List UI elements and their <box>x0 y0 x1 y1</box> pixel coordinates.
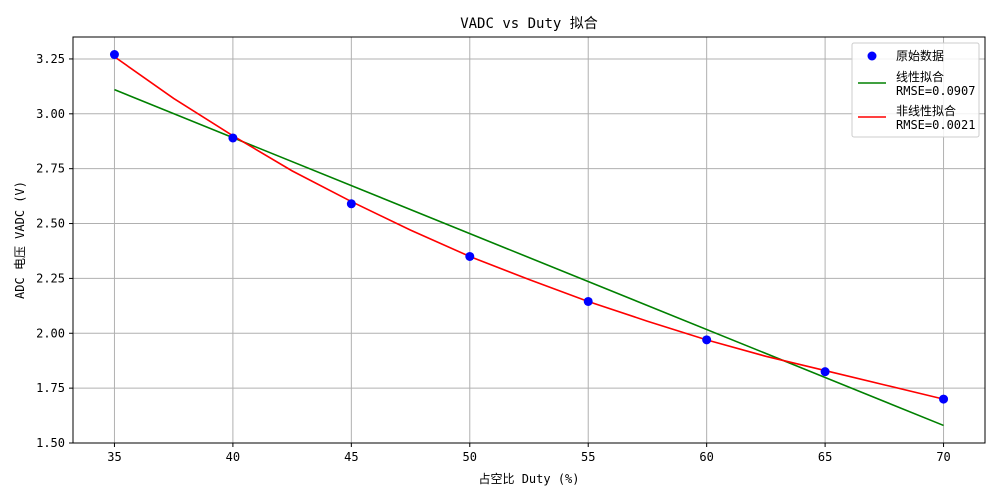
legend-box <box>851 42 980 138</box>
grid <box>73 37 985 444</box>
data-point <box>465 251 475 261</box>
series-layer <box>109 50 949 427</box>
y-tick-label: 2.50 <box>36 217 65 231</box>
y-tick-label: 3.25 <box>36 52 65 66</box>
x-tick-label: 60 <box>699 450 713 464</box>
x-tick-label: 55 <box>581 450 595 464</box>
ticks: 35 40 45 50 55 60 65 70 1.50 1.75 2.00 2.25 2.50 2.75… <box>36 52 951 464</box>
y-axis-label: ADC 电压 VADC (V) <box>13 181 27 299</box>
x-tick-label: 40 <box>226 450 240 464</box>
data-point <box>228 133 238 143</box>
legend-label: 线性拟合 <box>896 69 944 84</box>
legend-label-rmse: RMSE=0.0907 <box>896 84 975 98</box>
legend-label-rmse: RMSE=0.0021 <box>896 118 975 132</box>
series-line <box>113 56 944 400</box>
chart-title: VADC vs Duty 拟合 <box>460 16 598 32</box>
y-tick-label: 2.00 <box>36 326 65 340</box>
y-tick-label: 3.00 <box>36 107 65 121</box>
x-tick-label: 65 <box>818 450 832 464</box>
data-point <box>702 335 712 345</box>
plot-frame <box>72 36 986 444</box>
x-tick-label: 70 <box>936 450 950 464</box>
x-tick-label: 35 <box>107 450 121 464</box>
data-point <box>820 367 830 377</box>
data-point <box>583 296 593 306</box>
x-tick-label: 45 <box>344 450 358 464</box>
y-tick-label: 2.75 <box>36 162 65 176</box>
legend-label: 原始数据 <box>896 48 944 63</box>
series-line <box>114 88 944 427</box>
legend-item: 原始数据 <box>867 48 944 63</box>
y-tick-label: 2.25 <box>36 271 65 285</box>
y-tick-label: 1.50 <box>36 436 65 450</box>
x-tick-label: 50 <box>463 450 477 464</box>
data-point <box>346 199 356 209</box>
legend-label: 非线性拟合 <box>896 103 956 118</box>
y-tick-label: 1.75 <box>36 381 65 395</box>
data-point <box>109 50 119 60</box>
x-axis-label: 占空比 Duty (%) <box>478 471 579 486</box>
data-point <box>939 394 949 404</box>
legend-marker <box>867 51 877 61</box>
